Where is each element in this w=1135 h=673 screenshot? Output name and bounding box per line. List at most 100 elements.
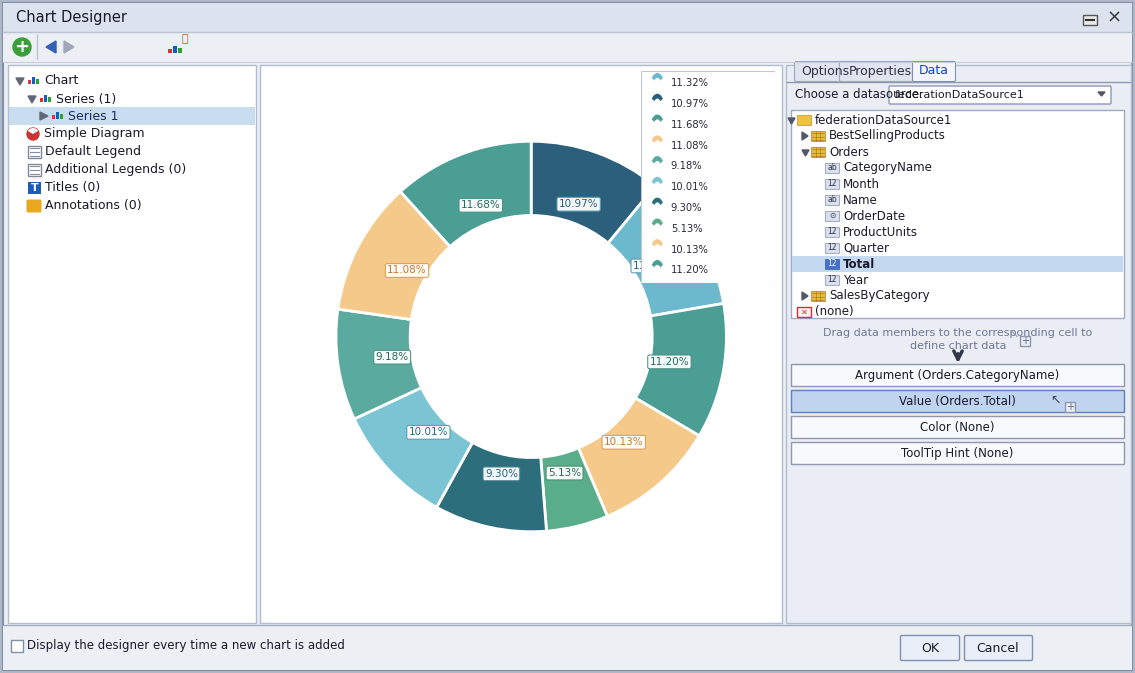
Text: Orders: Orders	[829, 145, 869, 159]
Bar	[825, 243, 839, 253]
Text: +: +	[1022, 336, 1029, 346]
Wedge shape	[401, 141, 531, 246]
Text: ProductUnits: ProductUnits	[843, 225, 918, 238]
Bar	[791, 364, 1124, 386]
Bar	[9, 107, 255, 125]
Bar	[797, 307, 812, 317]
Bar	[44, 95, 47, 102]
Text: ↖: ↖	[1050, 394, 1060, 407]
Text: 11.68%: 11.68%	[461, 201, 501, 210]
Text: Drag data members to the corresponding cell to: Drag data members to the corresponding c…	[823, 328, 1093, 338]
Text: Name: Name	[843, 194, 877, 207]
Bar	[3, 32, 1132, 62]
Text: Total: Total	[843, 258, 875, 271]
Text: 10.01%: 10.01%	[671, 182, 708, 192]
FancyBboxPatch shape	[900, 635, 959, 660]
Text: ToolTip Hint (None): ToolTip Hint (None)	[901, 446, 1014, 460]
Bar	[36, 79, 39, 84]
Text: 9.18%: 9.18%	[671, 162, 703, 172]
Text: 10.13%: 10.13%	[671, 244, 708, 254]
Bar	[40, 98, 43, 102]
Text: federationDataSource1: federationDataSource1	[815, 114, 952, 127]
Bar	[812, 291, 825, 301]
Bar	[787, 65, 1130, 623]
Bar	[797, 115, 812, 125]
FancyBboxPatch shape	[840, 61, 922, 81]
Text: T: T	[31, 183, 39, 193]
Text: ✕: ✕	[800, 308, 807, 316]
Polygon shape	[802, 150, 809, 156]
Wedge shape	[636, 304, 726, 436]
Text: Argument (Orders.CategoryName): Argument (Orders.CategoryName)	[855, 369, 1059, 382]
Text: 5.13%: 5.13%	[671, 224, 703, 234]
Bar	[48, 97, 51, 102]
Text: 11.68%: 11.68%	[671, 120, 708, 130]
Wedge shape	[651, 197, 663, 205]
Text: Default Legend: Default Legend	[45, 145, 141, 159]
Polygon shape	[16, 78, 24, 85]
Text: OK: OK	[920, 641, 939, 655]
Text: 11.20%: 11.20%	[671, 265, 708, 275]
Text: 11.32%: 11.32%	[671, 78, 708, 88]
Bar	[28, 182, 41, 194]
Text: 12: 12	[827, 244, 836, 252]
Text: ↖: ↖	[1008, 328, 1018, 341]
FancyBboxPatch shape	[889, 86, 1111, 104]
Bar	[1020, 336, 1029, 346]
Text: federationDataSource1: federationDataSource1	[896, 90, 1025, 100]
Bar	[791, 416, 1124, 438]
Polygon shape	[1098, 92, 1105, 96]
Wedge shape	[338, 192, 451, 320]
Text: ×: ×	[1107, 9, 1121, 27]
Bar	[825, 227, 839, 237]
Wedge shape	[651, 260, 663, 268]
Bar	[791, 442, 1124, 464]
Text: Chart: Chart	[44, 75, 78, 87]
Bar	[825, 179, 839, 189]
Bar	[28, 80, 31, 84]
Polygon shape	[788, 118, 794, 124]
Wedge shape	[651, 73, 663, 81]
Bar	[60, 114, 64, 119]
Bar	[178, 48, 182, 53]
Text: Cancel: Cancel	[977, 641, 1019, 655]
Bar	[825, 259, 839, 269]
FancyBboxPatch shape	[965, 635, 1033, 660]
Text: define chart data: define chart data	[910, 341, 1007, 351]
Text: 5.13%: 5.13%	[548, 468, 581, 478]
Text: Year: Year	[843, 273, 868, 287]
Text: (none): (none)	[815, 306, 854, 318]
Polygon shape	[40, 112, 48, 120]
Text: Annotations (0): Annotations (0)	[45, 199, 142, 213]
Polygon shape	[47, 41, 56, 53]
Bar	[3, 3, 1132, 32]
Text: 11.20%: 11.20%	[649, 357, 689, 367]
Text: 10.97%: 10.97%	[558, 199, 598, 209]
Text: ⛓: ⛓	[182, 34, 188, 44]
Text: 9.30%: 9.30%	[485, 469, 518, 479]
Wedge shape	[540, 448, 607, 531]
Polygon shape	[28, 96, 36, 103]
Text: 10.97%: 10.97%	[671, 99, 708, 109]
Bar	[825, 211, 839, 221]
Circle shape	[27, 128, 39, 140]
Text: Color (None): Color (None)	[919, 421, 994, 433]
Wedge shape	[651, 218, 663, 226]
Text: SalesByCategory: SalesByCategory	[829, 289, 930, 302]
Bar	[260, 65, 782, 623]
Text: OrderDate: OrderDate	[843, 209, 905, 223]
Bar	[28, 146, 41, 158]
Wedge shape	[579, 398, 699, 516]
Bar	[825, 195, 839, 205]
Wedge shape	[354, 388, 472, 507]
Text: 12: 12	[827, 260, 836, 269]
Bar	[791, 110, 1124, 318]
Text: +: +	[15, 38, 30, 56]
Bar	[32, 77, 35, 84]
Bar	[11, 640, 23, 652]
Polygon shape	[802, 132, 808, 140]
Text: Simple Diagram: Simple Diagram	[44, 127, 144, 141]
Text: Series 1: Series 1	[68, 110, 118, 122]
FancyBboxPatch shape	[794, 61, 857, 81]
Wedge shape	[531, 141, 655, 243]
